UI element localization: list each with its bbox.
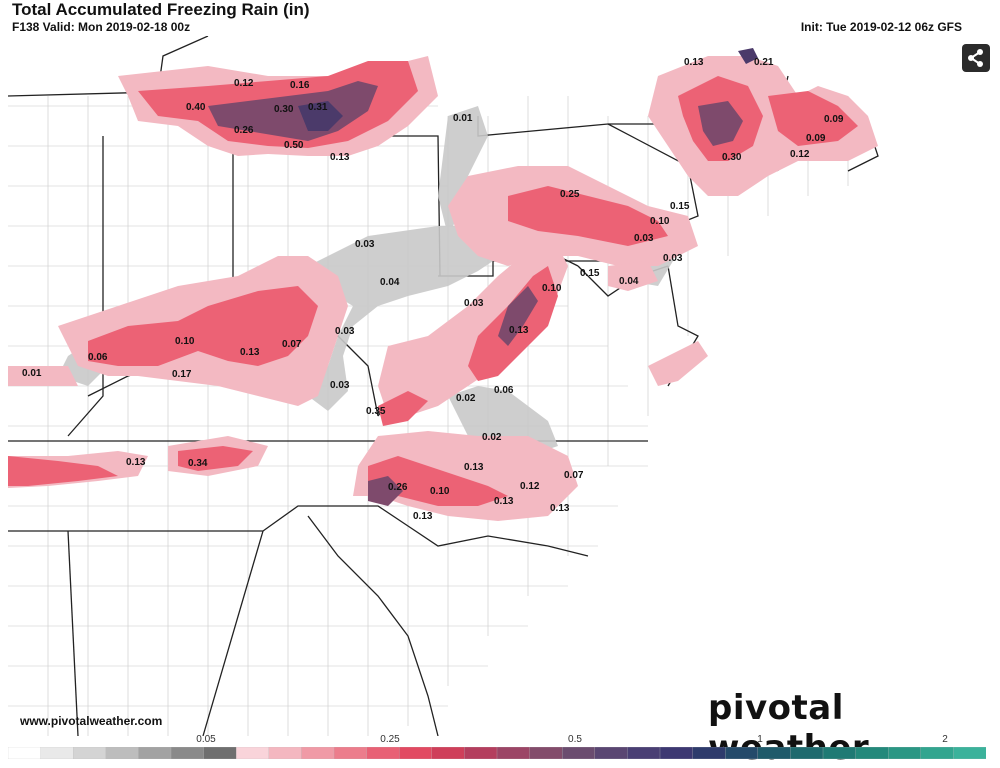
valid-time: F138 Valid: Mon 2019-02-18 00z bbox=[12, 20, 191, 34]
color-scale-swatch bbox=[594, 747, 629, 759]
color-scale-swatch bbox=[725, 747, 759, 759]
value-labels: 0.12 0.16 0.40 0.30 0.31 0.26 0.50 0.13 … bbox=[22, 57, 844, 522]
dark-purple-shading bbox=[298, 48, 758, 131]
value-label: 0.25 bbox=[560, 189, 580, 200]
scale-tick-label: 1 bbox=[757, 734, 763, 745]
share-icon bbox=[968, 49, 983, 67]
value-label: 0.03 bbox=[464, 298, 484, 309]
value-label: 0.04 bbox=[380, 277, 400, 288]
color-scale-swatch bbox=[562, 747, 596, 759]
value-label: 0.31 bbox=[308, 102, 328, 113]
value-label: 0.30 bbox=[274, 104, 294, 115]
value-label: 0.13 bbox=[494, 496, 514, 507]
color-scale-swatch bbox=[333, 747, 368, 759]
value-label: 0.17 bbox=[172, 369, 192, 380]
value-label: 0.13 bbox=[126, 457, 146, 468]
color-scale-swatch bbox=[431, 747, 466, 759]
value-label: 0.01 bbox=[453, 113, 473, 124]
color-scale-swatch bbox=[496, 747, 531, 759]
value-label: 0.10 bbox=[430, 486, 450, 497]
value-label: 0.13 bbox=[509, 325, 529, 336]
value-label: 0.01 bbox=[22, 368, 42, 379]
color-scale-swatch bbox=[73, 747, 107, 759]
freezing-rain-map: 0.12 0.16 0.40 0.30 0.31 0.26 0.50 0.13 … bbox=[7, 35, 992, 737]
color-scale-swatch bbox=[757, 747, 792, 759]
init-time: Init: Tue 2019-02-12 06z GFS bbox=[800, 20, 962, 34]
color-scale-swatch bbox=[855, 747, 889, 759]
value-label: 0.03 bbox=[335, 326, 355, 337]
color-scale-swatch bbox=[301, 747, 335, 759]
scale-tick-label: 0.5 bbox=[568, 734, 582, 745]
value-label: 0.02 bbox=[482, 432, 502, 443]
value-label: 0.26 bbox=[234, 125, 254, 136]
scale-tick-label: 0.25 bbox=[380, 734, 400, 745]
value-label: 0.03 bbox=[663, 253, 683, 264]
color-scale-swatch bbox=[464, 747, 498, 759]
value-label: 0.12 bbox=[790, 149, 810, 160]
value-label: 0.02 bbox=[456, 393, 476, 404]
value-label: 0.13 bbox=[240, 347, 260, 358]
color-scale-swatch bbox=[268, 747, 303, 759]
value-label: 0.50 bbox=[284, 140, 304, 151]
value-label: 0.07 bbox=[282, 339, 302, 350]
value-label: 0.16 bbox=[290, 80, 310, 91]
scale-tick-label: 0.05 bbox=[196, 734, 216, 745]
color-scale-swatch bbox=[953, 747, 986, 759]
value-label: 0.10 bbox=[175, 336, 195, 347]
color-scale-swatch bbox=[399, 747, 433, 759]
value-label: 0.07 bbox=[564, 470, 584, 481]
value-label: 0.10 bbox=[650, 216, 670, 227]
value-label: 0.21 bbox=[754, 57, 774, 68]
value-label: 0.34 bbox=[188, 458, 208, 469]
value-label: 0.30 bbox=[722, 152, 742, 163]
color-scale-swatch bbox=[170, 747, 205, 759]
map-title: Total Accumulated Freezing Rain (in) bbox=[12, 0, 310, 19]
map-canvas: 0.12 0.16 0.40 0.30 0.31 0.26 0.50 0.13 … bbox=[7, 35, 992, 737]
value-label: 0.06 bbox=[88, 352, 108, 363]
color-scale-swatch bbox=[888, 747, 922, 759]
value-label: 0.13 bbox=[550, 503, 570, 514]
value-label: 0.40 bbox=[186, 102, 206, 113]
value-label: 0.13 bbox=[330, 152, 350, 163]
color-scale-swatch bbox=[105, 747, 140, 759]
value-label: 0.26 bbox=[388, 482, 408, 493]
website-credit[interactable]: www.pivotalweather.com bbox=[20, 714, 163, 728]
value-label: 0.03 bbox=[330, 380, 350, 391]
color-scale-swatch bbox=[138, 747, 172, 759]
value-label: 0.13 bbox=[464, 462, 484, 473]
value-label: 0.15 bbox=[670, 201, 690, 212]
red-shading bbox=[8, 61, 858, 506]
value-label: 0.35 bbox=[366, 406, 386, 417]
value-label: 0.06 bbox=[494, 385, 514, 396]
value-label: 0.15 bbox=[580, 268, 600, 279]
color-scale-swatch bbox=[236, 747, 270, 759]
value-label: 0.03 bbox=[355, 239, 375, 250]
color-scale-swatch bbox=[822, 747, 857, 759]
value-label: 0.13 bbox=[413, 511, 433, 522]
share-button[interactable] bbox=[962, 44, 990, 72]
color-scale-swatch bbox=[203, 747, 237, 759]
value-label: 0.09 bbox=[824, 114, 844, 125]
color-scale-swatch bbox=[8, 747, 42, 759]
value-label: 0.12 bbox=[234, 78, 254, 89]
color-scale-swatch bbox=[40, 747, 74, 759]
value-label: 0.13 bbox=[684, 57, 704, 68]
color-scale-swatch bbox=[529, 747, 563, 759]
value-label: 0.10 bbox=[542, 283, 562, 294]
value-label: 0.03 bbox=[634, 233, 654, 244]
color-scale-bar bbox=[8, 747, 986, 759]
color-scale-swatch bbox=[790, 747, 824, 759]
color-scale-swatch bbox=[366, 747, 400, 759]
color-scale-swatch bbox=[659, 747, 694, 759]
color-scale-swatch bbox=[627, 747, 661, 759]
scale-tick-label: 2 bbox=[942, 734, 948, 745]
color-scale-swatch bbox=[692, 747, 726, 759]
value-label: 0.09 bbox=[806, 133, 826, 144]
color-scale-swatch bbox=[920, 747, 955, 759]
value-label: 0.12 bbox=[520, 481, 540, 492]
value-label: 0.04 bbox=[619, 276, 639, 287]
purple-shading bbox=[208, 81, 743, 506]
